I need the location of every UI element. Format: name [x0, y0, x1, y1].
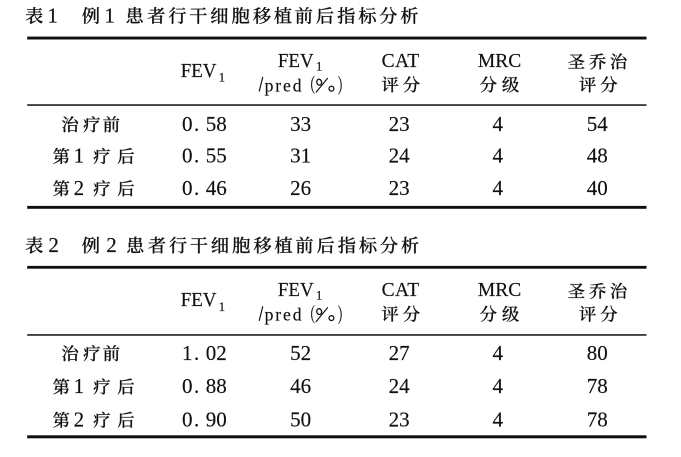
svg-text:55: 55 — [206, 144, 227, 168]
svg-text:46: 46 — [206, 176, 227, 200]
svg-text:4: 4 — [492, 374, 503, 398]
svg-text:80: 80 — [587, 341, 608, 365]
svg-text:1: 1 — [74, 374, 85, 398]
svg-text:1: 1 — [316, 58, 323, 73]
svg-text:24: 24 — [389, 144, 411, 168]
svg-text:24: 24 — [389, 374, 411, 398]
svg-text:54: 54 — [587, 112, 609, 136]
svg-text:0.: 0. — [182, 407, 201, 431]
svg-text:46: 46 — [290, 374, 311, 398]
svg-text:2: 2 — [106, 233, 117, 257]
svg-text:2: 2 — [48, 233, 59, 257]
svg-text:78: 78 — [587, 374, 608, 398]
svg-text:33: 33 — [290, 112, 311, 136]
svg-text:1.: 1. — [182, 341, 201, 365]
svg-text:1: 1 — [74, 144, 85, 168]
svg-text:FEV: FEV — [181, 290, 217, 312]
svg-text:1: 1 — [219, 70, 226, 85]
svg-text:1: 1 — [219, 299, 226, 314]
svg-text:4: 4 — [492, 176, 503, 200]
svg-text:23: 23 — [389, 112, 410, 136]
svg-text:1: 1 — [104, 3, 115, 27]
svg-text:26: 26 — [290, 176, 311, 200]
svg-text:88: 88 — [206, 374, 227, 398]
svg-text:CAT: CAT — [382, 51, 420, 72]
svg-text:52: 52 — [290, 341, 311, 365]
svg-text:4: 4 — [492, 407, 503, 431]
svg-text:50: 50 — [290, 407, 311, 431]
svg-text:4: 4 — [492, 112, 503, 136]
svg-text:90: 90 — [206, 407, 227, 431]
svg-text:23: 23 — [389, 407, 410, 431]
svg-text:4: 4 — [492, 144, 503, 168]
svg-text:0.: 0. — [182, 144, 201, 168]
svg-text:02: 02 — [206, 341, 227, 365]
svg-text:4: 4 — [492, 341, 503, 365]
svg-text:1: 1 — [316, 288, 323, 303]
svg-text:MRC: MRC — [478, 51, 521, 72]
svg-text:FEV: FEV — [278, 50, 314, 72]
svg-text:0.: 0. — [182, 374, 201, 398]
svg-text:40: 40 — [587, 176, 608, 200]
svg-text:1: 1 — [47, 3, 58, 27]
svg-text:FEV: FEV — [278, 280, 314, 302]
svg-text:27: 27 — [389, 341, 410, 365]
svg-text:MRC: MRC — [478, 280, 521, 301]
svg-text:CAT: CAT — [382, 280, 420, 301]
svg-text:58: 58 — [206, 112, 227, 136]
svg-text:23: 23 — [389, 176, 410, 200]
svg-text:0.: 0. — [182, 112, 201, 136]
svg-text:2: 2 — [74, 176, 85, 200]
svg-text:FEV: FEV — [181, 60, 217, 82]
svg-text:48: 48 — [587, 144, 608, 168]
svg-text:31: 31 — [290, 144, 311, 168]
svg-text:pred: pred — [265, 305, 304, 325]
svg-text:0.: 0. — [182, 176, 201, 200]
svg-text:78: 78 — [587, 407, 608, 431]
svg-text:pred: pred — [265, 75, 304, 95]
svg-text:2: 2 — [74, 407, 85, 431]
